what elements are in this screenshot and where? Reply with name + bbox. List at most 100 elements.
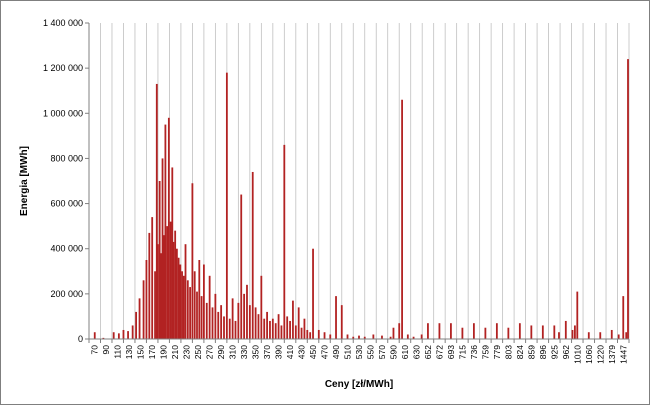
bar bbox=[289, 320, 291, 339]
bar bbox=[484, 327, 487, 339]
x-axis-title: Ceny [zł/MWh] bbox=[325, 379, 393, 390]
bar bbox=[231, 298, 234, 339]
x-tick-label: 310 bbox=[228, 345, 238, 359]
bar bbox=[571, 329, 574, 339]
bar bbox=[191, 183, 194, 339]
x-tick-label: 715 bbox=[457, 345, 467, 359]
bar bbox=[530, 325, 533, 339]
bar bbox=[234, 320, 237, 339]
x-tick-label: 590 bbox=[388, 345, 398, 359]
bar bbox=[162, 235, 165, 339]
x-tick-label: 759 bbox=[480, 345, 490, 359]
x-tick-label: 410 bbox=[285, 345, 295, 359]
bar bbox=[254, 307, 257, 339]
bar bbox=[122, 329, 125, 339]
x-tick-label: 824 bbox=[515, 345, 525, 359]
bar bbox=[217, 311, 220, 339]
bar bbox=[625, 332, 628, 339]
bar bbox=[205, 302, 208, 339]
bar bbox=[186, 280, 189, 339]
bar bbox=[329, 334, 332, 339]
bar bbox=[269, 320, 271, 339]
x-tick-label: 250 bbox=[193, 345, 203, 359]
bar bbox=[93, 332, 96, 339]
x-tick-label: 470 bbox=[320, 345, 330, 359]
bar bbox=[306, 329, 309, 339]
bar bbox=[303, 318, 306, 339]
x-tick-label: 210 bbox=[170, 345, 180, 359]
bar bbox=[175, 248, 178, 339]
x-tick-label: 1220 bbox=[595, 345, 605, 364]
bar bbox=[102, 337, 105, 339]
bar bbox=[179, 264, 182, 339]
x-tick-label: 90 bbox=[101, 345, 111, 355]
bar bbox=[300, 327, 303, 339]
x-tick-label: 1447 bbox=[618, 345, 628, 364]
y-tick-label: 200 000 bbox=[50, 289, 83, 299]
x-tick-label: 430 bbox=[297, 345, 307, 359]
bar bbox=[574, 325, 576, 339]
x-tick-label: 1379 bbox=[607, 345, 617, 364]
bar bbox=[223, 316, 225, 339]
x-tick-label: 672 bbox=[434, 345, 444, 359]
bar bbox=[260, 275, 263, 339]
x-tick-label: 530 bbox=[354, 345, 364, 359]
bar bbox=[587, 332, 590, 339]
bar bbox=[622, 296, 625, 339]
bar bbox=[576, 291, 579, 339]
bar bbox=[617, 334, 620, 339]
bar bbox=[274, 323, 277, 339]
bar bbox=[202, 264, 205, 339]
bar bbox=[297, 307, 300, 339]
bar bbox=[340, 305, 343, 339]
bar bbox=[286, 316, 289, 339]
x-tick-label: 350 bbox=[251, 345, 261, 359]
bar bbox=[138, 298, 141, 339]
bar bbox=[427, 323, 429, 339]
bar bbox=[495, 323, 498, 339]
bar bbox=[117, 333, 120, 339]
x-tick-label: 390 bbox=[274, 345, 284, 359]
bar bbox=[277, 314, 280, 339]
x-tick-label: 230 bbox=[182, 345, 192, 359]
bar bbox=[461, 327, 464, 339]
bar bbox=[145, 260, 148, 339]
x-tick-label: 779 bbox=[492, 345, 502, 359]
bar bbox=[251, 171, 254, 339]
x-tick-label: 736 bbox=[469, 345, 479, 359]
bar bbox=[131, 325, 134, 339]
bar bbox=[208, 275, 211, 339]
bar bbox=[438, 323, 441, 339]
x-tick-label: 490 bbox=[331, 345, 341, 359]
bar bbox=[283, 144, 286, 339]
x-tick-label: 70 bbox=[90, 345, 100, 355]
bar bbox=[214, 293, 217, 339]
y-tick-labels: 0 200 000 400 000 600 000 800 000 1 000 000 1 … bbox=[43, 18, 83, 344]
bar bbox=[148, 232, 151, 339]
bar bbox=[271, 318, 274, 339]
x-tick-label: 510 bbox=[343, 345, 353, 359]
bar bbox=[151, 217, 154, 339]
bar bbox=[196, 291, 198, 339]
x-tick-label: 290 bbox=[216, 345, 226, 359]
x-tick-label: 962 bbox=[561, 345, 571, 359]
bar bbox=[157, 244, 159, 339]
bar bbox=[246, 284, 248, 339]
x-tick-labels: 70 90 110 130 150 170 190 210 230 250 270 290 310 330… bbox=[90, 345, 629, 364]
bar bbox=[237, 302, 240, 339]
y-tick-label: 1 400 000 bbox=[43, 18, 83, 28]
bar bbox=[142, 280, 145, 339]
bar bbox=[627, 59, 629, 339]
x-tick-label: 803 bbox=[503, 345, 513, 359]
bar bbox=[127, 331, 129, 339]
x-tick-label: 130 bbox=[124, 345, 134, 359]
bar bbox=[541, 325, 544, 339]
y-tick-label: 800 000 bbox=[50, 153, 83, 163]
bar bbox=[564, 320, 567, 339]
y-tick-label: 600 000 bbox=[50, 199, 83, 209]
bar bbox=[363, 336, 366, 339]
bar bbox=[243, 293, 246, 339]
bar bbox=[263, 318, 266, 339]
bar bbox=[184, 244, 187, 339]
